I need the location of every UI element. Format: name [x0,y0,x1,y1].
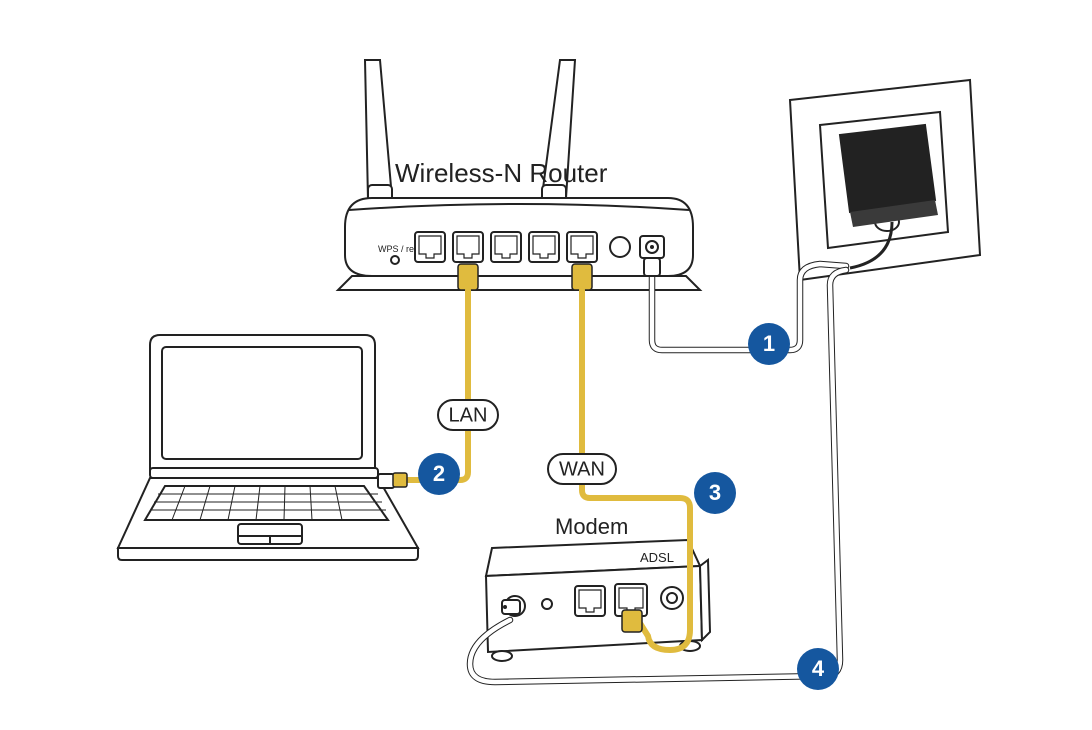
modem-brand: ADSL [640,550,674,565]
lan-pill: LAN [438,400,498,430]
svg-text:4: 4 [812,656,825,681]
svg-text:3: 3 [709,480,721,505]
badge-4: 4 [797,648,839,690]
modem-title: Modem [555,514,628,539]
badge-3: 3 [694,472,736,514]
badge-2: 2 [418,453,460,495]
router-antenna-left [365,60,392,211]
connection-diagram: WPS / reset Wireless-N Router [0,0,1092,730]
svg-text:2: 2 [433,461,445,486]
router-antenna-right [542,60,575,211]
svg-text:LAN: LAN [449,404,488,426]
wan-pill: WAN [548,454,616,484]
wall-outlet [790,80,980,280]
laptop [118,335,418,560]
svg-text:1: 1 [763,331,775,356]
router-ports [415,232,597,262]
badge-1: 1 [748,323,790,365]
router-title: Wireless-N Router [395,158,608,188]
svg-text:WAN: WAN [559,458,605,480]
